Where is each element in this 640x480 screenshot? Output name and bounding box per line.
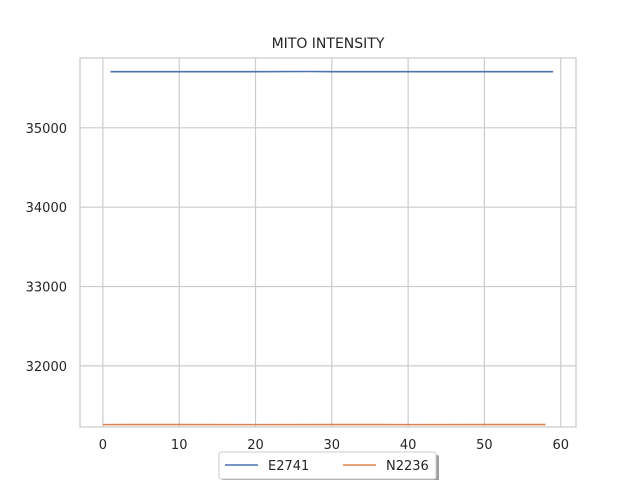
y-axis-tick-labels: 32000 33000 34000 35000 [26,122,67,375]
x-tick-label: 0 [99,438,107,453]
legend-label: E2741 [268,459,309,474]
legend: E2741 N2236 [218,451,439,480]
y-tick-label: 33000 [26,281,67,296]
y-tick-label: 32000 [26,360,67,375]
x-tick-label: 20 [247,438,264,453]
x-tick-label: 40 [400,438,417,453]
x-axis-tick-labels: 0 10 20 30 40 50 60 [99,438,569,453]
y-tick-label: 34000 [26,201,67,216]
x-tick-label: 60 [552,438,569,453]
legend-label: N2236 [386,459,429,474]
chart-title: MITO INTENSITY [272,36,385,52]
plot-frame [79,57,577,428]
series-lines [102,70,554,426]
x-tick-label: 50 [476,438,493,453]
x-tick-label: 10 [171,438,188,453]
legend-box [218,451,437,480]
y-tick-label: 35000 [26,122,67,137]
x-tick-label: 30 [324,438,341,453]
grid-lines [80,58,576,427]
